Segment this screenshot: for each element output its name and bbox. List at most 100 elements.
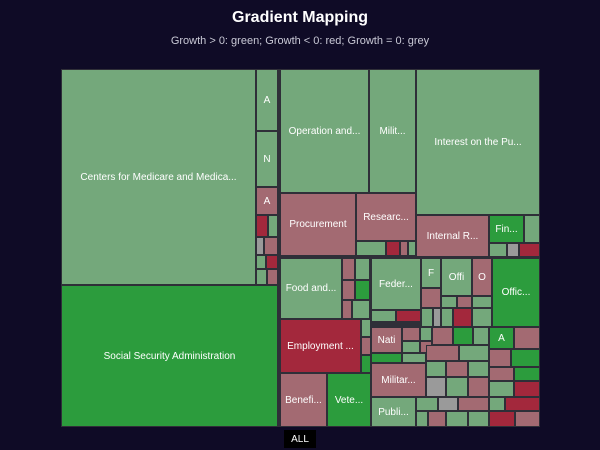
- treemap-minor-cell[interactable]: [352, 300, 370, 319]
- treemap-minor-cell[interactable]: [428, 411, 446, 427]
- treemap-minor-cell[interactable]: [519, 243, 540, 257]
- treemap-minor-cell[interactable]: [438, 397, 458, 411]
- treemap-minor-cell[interactable]: [514, 367, 540, 381]
- treemap-minor-cell[interactable]: [256, 237, 264, 255]
- treemap-cell[interactable]: Employment ...: [280, 319, 361, 373]
- treemap-minor-cell[interactable]: [446, 361, 468, 377]
- treemap-cell-label: A: [263, 195, 271, 207]
- treemap-minor-cell[interactable]: [386, 241, 400, 256]
- treemap-minor-cell[interactable]: [489, 243, 507, 257]
- treemap-minor-cell[interactable]: [489, 367, 514, 381]
- treemap-cell[interactable]: Food and...: [280, 258, 342, 319]
- treemap-minor-cell[interactable]: [489, 411, 515, 427]
- treemap-cell[interactable]: Social Security Administration: [61, 285, 278, 427]
- treemap-minor-cell[interactable]: [256, 269, 267, 285]
- treemap-minor-cell[interactable]: [426, 377, 446, 397]
- treemap-minor-cell[interactable]: [507, 243, 519, 257]
- treemap-cell[interactable]: Milit...: [369, 69, 416, 193]
- treemap-minor-cell[interactable]: [453, 327, 473, 345]
- treemap-minor-cell[interactable]: [416, 411, 428, 427]
- treemap-cell[interactable]: O: [472, 258, 492, 296]
- treemap-cell[interactable]: Nati: [371, 327, 402, 353]
- treemap-minor-cell[interactable]: [267, 269, 278, 285]
- treemap-cell[interactable]: Publi...: [371, 397, 416, 427]
- treemap-minor-cell[interactable]: [433, 308, 441, 327]
- treemap-cell[interactable]: Vete...: [327, 373, 371, 427]
- treemap-minor-cell[interactable]: [416, 397, 438, 411]
- treemap-minor-cell[interactable]: [278, 69, 280, 285]
- treemap-cell[interactable]: Benefi...: [280, 373, 327, 427]
- treemap-minor-cell[interactable]: [402, 327, 420, 341]
- treemap-minor-cell[interactable]: [402, 341, 420, 353]
- all-reset-button[interactable]: ALL: [284, 430, 316, 448]
- treemap-minor-cell[interactable]: [371, 310, 396, 322]
- treemap-cell[interactable]: Operation and...: [280, 69, 369, 193]
- treemap-minor-cell[interactable]: [342, 258, 355, 280]
- treemap-minor-cell[interactable]: [266, 255, 278, 269]
- chart-title: Gradient Mapping: [232, 9, 368, 26]
- treemap-minor-cell[interactable]: [371, 353, 402, 363]
- treemap-cell[interactable]: A: [489, 327, 514, 349]
- treemap-cell[interactable]: Offi: [441, 258, 472, 296]
- treemap-cell[interactable]: F: [421, 258, 441, 288]
- treemap-cell[interactable]: Offic...: [492, 258, 540, 327]
- treemap-minor-cell[interactable]: [355, 280, 370, 300]
- treemap-minor-cell[interactable]: [446, 411, 468, 427]
- treemap-minor-cell[interactable]: [342, 300, 352, 319]
- treemap-minor-cell[interactable]: [361, 319, 371, 337]
- treemap-minor-cell[interactable]: [402, 353, 426, 363]
- treemap-minor-cell[interactable]: [426, 345, 459, 361]
- treemap-minor-cell[interactable]: [457, 296, 472, 308]
- treemap-minor-cell[interactable]: [408, 241, 416, 256]
- treemap-cell[interactable]: Interest on the Pu...: [416, 69, 540, 215]
- treemap-minor-cell[interactable]: [514, 381, 540, 397]
- treemap-minor-cell[interactable]: [356, 241, 386, 256]
- treemap-minor-cell[interactable]: [472, 296, 492, 308]
- treemap-minor-cell[interactable]: [421, 308, 433, 327]
- treemap-minor-cell[interactable]: [400, 241, 408, 256]
- treemap-cell[interactable]: Feder...: [371, 258, 421, 310]
- treemap-minor-cell[interactable]: [505, 397, 540, 411]
- treemap-minor-cell[interactable]: [441, 308, 453, 327]
- treemap-minor-cell[interactable]: [468, 411, 489, 427]
- treemap-minor-cell[interactable]: [268, 215, 278, 237]
- treemap-minor-cell[interactable]: [342, 280, 355, 300]
- treemap-minor-cell[interactable]: [514, 327, 540, 349]
- treemap-cell[interactable]: Militar...: [371, 363, 426, 397]
- treemap-minor-cell[interactable]: [361, 355, 371, 373]
- treemap-minor-cell[interactable]: [472, 308, 492, 327]
- treemap-minor-cell[interactable]: [426, 361, 446, 377]
- treemap-cell[interactable]: Centers for Medicare and Medica...: [61, 69, 256, 285]
- treemap-minor-cell[interactable]: [361, 337, 371, 355]
- treemap-minor-cell[interactable]: [458, 397, 489, 411]
- treemap-cell-label: Social Security Administration: [103, 350, 236, 362]
- treemap-minor-cell[interactable]: [468, 361, 489, 377]
- treemap-minor-cell[interactable]: [446, 377, 468, 397]
- treemap-minor-cell[interactable]: [256, 255, 266, 269]
- treemap-minor-cell[interactable]: [511, 349, 540, 367]
- treemap-cell[interactable]: Procurement: [280, 193, 356, 256]
- treemap-minor-cell[interactable]: [489, 381, 514, 397]
- treemap-minor-cell[interactable]: [420, 327, 432, 341]
- treemap-minor-cell[interactable]: [453, 308, 472, 327]
- treemap-minor-cell[interactable]: [473, 327, 489, 345]
- treemap-cell[interactable]: Internal R...: [416, 215, 489, 257]
- treemap-cell[interactable]: Fin...: [489, 215, 524, 243]
- treemap-minor-cell[interactable]: [421, 288, 441, 308]
- treemap-minor-cell[interactable]: [396, 310, 421, 322]
- treemap-cell[interactable]: A: [256, 69, 278, 131]
- treemap-minor-cell[interactable]: [489, 397, 505, 411]
- treemap-minor-cell[interactable]: [256, 215, 268, 237]
- treemap-minor-cell[interactable]: [355, 258, 370, 280]
- treemap-minor-cell[interactable]: [468, 377, 489, 397]
- treemap-cell[interactable]: Researc...: [356, 193, 416, 241]
- treemap-minor-cell[interactable]: [441, 296, 457, 308]
- treemap-minor-cell[interactable]: [524, 215, 540, 243]
- treemap-cell[interactable]: N: [256, 131, 278, 187]
- treemap-minor-cell[interactable]: [432, 327, 453, 345]
- treemap-minor-cell[interactable]: [515, 411, 540, 427]
- treemap-cell[interactable]: A: [256, 187, 278, 215]
- treemap-minor-cell[interactable]: [459, 345, 489, 361]
- treemap-minor-cell[interactable]: [489, 349, 511, 367]
- treemap-minor-cell[interactable]: [264, 237, 278, 255]
